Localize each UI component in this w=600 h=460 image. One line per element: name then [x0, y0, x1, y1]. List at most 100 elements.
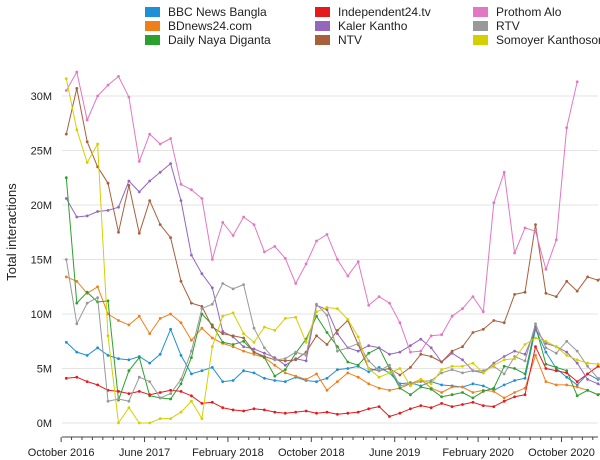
data-point: [502, 396, 506, 400]
data-point: [325, 410, 329, 414]
legend-swatch: [145, 21, 160, 31]
data-point: [106, 181, 110, 185]
data-point: [294, 358, 298, 362]
data-point: [263, 408, 266, 412]
data-point: [231, 379, 235, 382]
data-point: [263, 376, 266, 380]
data-point: [158, 417, 162, 420]
data-point: [169, 236, 173, 240]
legend-item: BDnews24.com: [145, 19, 252, 33]
data-point: [409, 393, 412, 397]
data-point: [283, 257, 287, 260]
data-point: [263, 351, 266, 355]
data-point: [304, 378, 308, 381]
data-point: [471, 369, 475, 373]
data-point: [502, 364, 506, 368]
data-point: [64, 258, 68, 261]
data-point: [179, 410, 183, 414]
data-point: [481, 404, 485, 407]
data-point: [471, 361, 475, 365]
data-point: [388, 301, 391, 305]
legend-item: Independent24.tv: [315, 5, 431, 19]
data-point: [513, 349, 516, 353]
data-point: [565, 339, 569, 343]
data-point: [148, 393, 152, 397]
data-point: [273, 358, 277, 362]
data-point: [554, 295, 558, 298]
data-point: [356, 349, 360, 353]
data-point: [85, 161, 89, 164]
data-point: [523, 290, 527, 294]
data-point: [534, 322, 537, 326]
data-point: [200, 369, 204, 373]
data-point: [544, 346, 548, 350]
series-line: [65, 87, 600, 376]
data-point: [471, 396, 475, 400]
data-point: [565, 126, 569, 129]
data-point: [179, 354, 183, 357]
series-somoyer-kanthosor: [64, 77, 600, 425]
data-point: [523, 359, 527, 363]
data-point: [481, 384, 485, 388]
data-point: [127, 323, 131, 327]
legend-swatch: [315, 21, 330, 31]
data-point: [179, 390, 183, 393]
data-point: [106, 209, 110, 212]
data-point: [492, 390, 496, 393]
data-point: [534, 229, 537, 233]
data-point: [429, 379, 433, 382]
data-point: [419, 337, 423, 341]
data-point: [148, 132, 152, 136]
series-line: [66, 276, 600, 399]
series-line: [65, 328, 600, 391]
data-point: [190, 372, 193, 376]
data-point: [252, 223, 256, 227]
data-point: [356, 260, 360, 264]
data-point: [377, 346, 381, 350]
data-point: [210, 400, 214, 404]
data-point: [210, 286, 214, 290]
data-point: [231, 287, 235, 291]
data-point: [273, 363, 277, 367]
data-point: [169, 137, 173, 140]
data-point: [492, 201, 496, 205]
data-point: [200, 197, 204, 200]
data-point: [575, 289, 579, 293]
data-point: [294, 350, 298, 354]
legend-label: Somoyer Kanthosor: [496, 33, 600, 47]
data-point: [64, 132, 68, 136]
data-point: [169, 312, 173, 316]
data-point: [64, 197, 68, 200]
data-point: [179, 382, 183, 386]
data-point: [461, 345, 464, 349]
data-point: [304, 359, 308, 363]
data-point: [544, 380, 548, 383]
data-point: [346, 371, 350, 375]
data-point: [252, 350, 256, 354]
data-point: [336, 368, 339, 371]
data-point: [377, 375, 381, 379]
data-point: [502, 358, 506, 362]
data-point: [158, 352, 162, 356]
legend-swatch: [145, 7, 160, 17]
data-point: [148, 199, 152, 203]
data-point: [534, 354, 537, 357]
data-point: [440, 395, 443, 399]
data-point: [481, 327, 485, 331]
data-point: [471, 382, 475, 386]
x-tick-label: June 2017: [119, 447, 170, 459]
data-point: [190, 349, 193, 353]
data-point: [471, 331, 475, 334]
data-point: [481, 371, 485, 375]
data-point: [586, 361, 589, 365]
legend-swatch: [473, 21, 488, 31]
data-point: [440, 391, 443, 394]
data-point: [190, 188, 193, 192]
data-point: [325, 233, 329, 236]
data-point: [575, 385, 579, 389]
data-point: [190, 356, 193, 359]
data-point: [283, 371, 287, 375]
data-point: [231, 408, 235, 412]
data-point: [315, 310, 318, 314]
